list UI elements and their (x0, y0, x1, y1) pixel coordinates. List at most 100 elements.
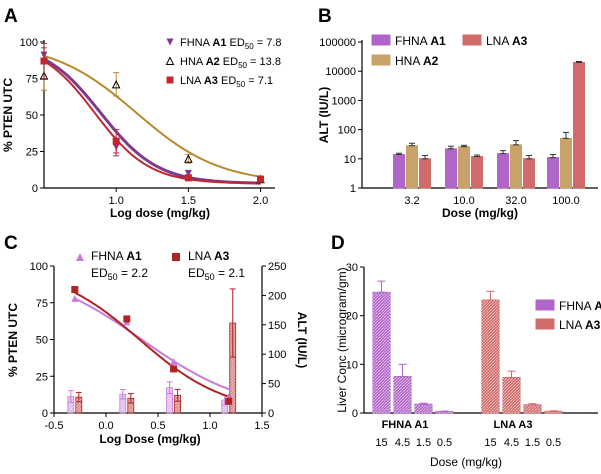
y-axis-label: % PTEN UTC (6, 303, 20, 377)
bar (445, 148, 457, 189)
bar-hatch (373, 292, 390, 413)
bar (497, 153, 509, 189)
legend-ed50-part: ED (188, 266, 205, 280)
legend-label: FHNA A1 ED50 = 7.8 (180, 37, 282, 51)
bar-hatch (415, 404, 432, 413)
y-axis-label: % PTEN UTC (1, 78, 15, 152)
legend-label-prefix: FHNA (395, 34, 430, 48)
bar (471, 155, 483, 189)
x-tick-label: 1.5 (254, 420, 269, 432)
legend-label-prefix: HNA (395, 54, 423, 68)
error-bar (422, 154, 428, 160)
legend-label-prefix: LNA (559, 318, 585, 332)
legend-label: FHNA A1 (559, 299, 601, 313)
bar-hatch (482, 300, 499, 413)
group-label: LNA A3 (494, 419, 533, 431)
data-point (112, 137, 120, 145)
y-tick-label: 100 (30, 261, 48, 273)
legend-label: LNA A3 (559, 318, 601, 332)
legend-swatch (462, 34, 482, 46)
x-tick-label: 10.0 (453, 195, 474, 207)
error-bar (563, 131, 569, 139)
error-bar (419, 402, 428, 405)
error-bar (67, 390, 74, 403)
y-tick-label: 100000 (319, 37, 356, 49)
error-bar (409, 142, 415, 147)
legend-marker (76, 253, 84, 261)
data-point (184, 169, 192, 177)
data-point (184, 174, 192, 182)
bar (458, 146, 470, 189)
dose-tick-label: 15 (375, 437, 387, 449)
data-point (170, 365, 178, 373)
legend-label: LNA A3 (188, 249, 230, 263)
y-tick-label: 75 (26, 74, 38, 86)
error-bar (507, 370, 516, 378)
group-label: FHNA A1 (382, 419, 429, 431)
panel-letter-d: D (331, 233, 345, 254)
y-tick-label: 10 (346, 359, 358, 371)
y-tick-label-right: 100 (268, 349, 286, 361)
legend-label-bold: A1 (126, 249, 142, 263)
legend-label-bold: A1 (594, 299, 601, 313)
bar-hatch (394, 376, 411, 413)
y-tick-label-right: 0 (268, 408, 274, 420)
y-tick-label: 10 (344, 154, 356, 166)
error-bar (528, 403, 537, 406)
y-tick-label-right: 50 (268, 379, 280, 391)
error-bar (486, 290, 495, 301)
legend-label-prefix: LNA (180, 75, 204, 87)
dose-tick-label: 1.5 (525, 437, 540, 449)
y-tick-label: 25 (26, 147, 38, 159)
y-tick-label: 50 (26, 110, 38, 122)
data-point (257, 175, 265, 183)
data-point (111, 79, 121, 89)
x-axis-label: Dose (mg/kg) (430, 455, 502, 469)
y-axis-label: Liver Conc (microgram/gm) (335, 267, 349, 412)
data-point (39, 70, 49, 80)
legend-label-bold: A2 (206, 56, 220, 68)
data-point (170, 358, 178, 366)
legend-label-bold: A1 (212, 37, 226, 49)
x-tick-label: 3.2 (404, 195, 419, 207)
bar-hatch (524, 404, 541, 413)
y-tick-label-right: 250 (268, 261, 286, 273)
legend-ed50-part: = 2.2 (118, 266, 149, 280)
dose-tick-label: 0.5 (437, 437, 452, 449)
data-point (184, 154, 193, 163)
y-tick-label: 75 (36, 298, 48, 310)
error-bar (576, 60, 582, 63)
bar (573, 61, 585, 189)
x-tick-label: 0.5 (150, 420, 165, 432)
legend-ed50: ED50 = 2.1 (188, 266, 245, 282)
legend-label-bold: A3 (204, 75, 218, 87)
legend-label-ed: ED (218, 75, 236, 87)
fit-curve-1 (74, 297, 232, 391)
legend-label-ed: ED (226, 37, 244, 49)
error-bar (229, 288, 236, 358)
legend-label-sub: 50 (238, 61, 247, 70)
error-bar (377, 280, 386, 293)
data-point (40, 57, 48, 65)
data-point (71, 294, 79, 302)
bar-hatch (503, 377, 520, 413)
bar (523, 158, 535, 189)
error-bar (396, 152, 402, 156)
legend-marker (172, 253, 180, 261)
panel-c: C 0 25 50 75 100 0 50 100 150 200 250 -0.5 0.0 0.5 1.0 1… (4, 233, 309, 446)
bar (510, 144, 522, 189)
bar (560, 137, 572, 189)
error-bar (113, 72, 120, 97)
legend-label-val: = 13.8 (247, 56, 281, 68)
error-bar (448, 145, 454, 150)
bar-hatch (545, 411, 562, 413)
error-bar (474, 154, 480, 157)
error-bar (75, 391, 82, 403)
legend-label: LNA A3 (486, 34, 528, 48)
x-tick-label: 100.0 (552, 195, 580, 207)
legend-swatch (371, 54, 391, 66)
y-tick-label: 50 (36, 335, 48, 347)
y-tick-label: 0 (32, 183, 38, 195)
legend-label-prefix: FHNA (180, 37, 212, 49)
error-bar (526, 154, 532, 160)
